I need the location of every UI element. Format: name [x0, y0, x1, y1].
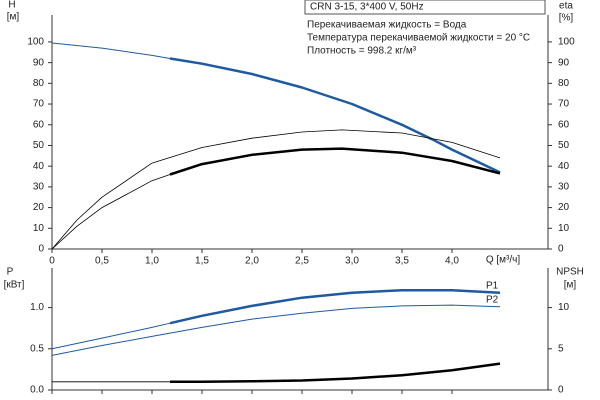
- y2-tick-label: 10: [558, 223, 570, 234]
- y2-tick-label: 60: [558, 119, 570, 130]
- curve: [169, 57, 501, 174]
- y2-tick-label: 20: [558, 202, 570, 213]
- curve-label: P1: [486, 280, 499, 291]
- y-tick-label: 0.5: [30, 343, 44, 354]
- y2-tick-label: 100: [558, 37, 575, 48]
- y-axis-unit: [кВт]: [4, 280, 25, 291]
- curve: [51, 42, 171, 59]
- y-tick-label: 100: [27, 37, 44, 48]
- y-tick-label: 20: [33, 202, 45, 213]
- y2-tick-label: 10: [558, 302, 570, 313]
- title-box: [304, 0, 546, 15]
- x-axis-label: Q [м³/ч]: [486, 255, 521, 266]
- y-tick-label: 50: [33, 140, 45, 151]
- y-tick-label: 30: [33, 182, 45, 193]
- y2-tick-label: 30: [558, 182, 570, 193]
- y2-tick-label: 80: [558, 78, 570, 89]
- y2-tick-label: 0: [558, 385, 564, 396]
- curve: [51, 304, 501, 356]
- curve: [51, 322, 171, 350]
- y-tick-label: 1.0: [30, 302, 44, 313]
- y2-tick-label: 0: [558, 244, 564, 255]
- y2-axis-label: eta: [559, 1, 573, 12]
- y-axis-label: H: [8, 0, 15, 11]
- y-tick-label: 10: [33, 223, 45, 234]
- y2-tick-label: 5: [558, 343, 564, 354]
- x-tick-label: 3,0: [345, 256, 359, 267]
- y2-axis-unit: [м]: [564, 280, 577, 291]
- x-tick-label: 1,5: [195, 256, 209, 267]
- x-tick-label: 2,0: [245, 256, 259, 267]
- annotation: Температура перекачиваемой жидкости = 20…: [307, 33, 530, 44]
- x-tick-label: 2,5: [295, 256, 309, 267]
- annotation: Плотность = 998.2 кг/м³: [307, 46, 417, 57]
- curve: [170, 362, 501, 384]
- y2-axis-label: NPSH: [556, 267, 584, 278]
- y-axis-unit: [м]: [7, 12, 20, 23]
- x-tick-label: 4,0: [445, 256, 459, 267]
- curve: [51, 129, 501, 250]
- annotation: Перекачиваемая жидкость = Вода: [307, 20, 467, 31]
- curve-label: P2: [486, 294, 499, 305]
- y2-tick-label: 90: [558, 57, 570, 68]
- y2-tick-label: 70: [558, 99, 570, 110]
- y-tick-label: 70: [33, 99, 45, 110]
- y-tick-label: 80: [33, 78, 45, 89]
- y-tick-label: 0: [38, 244, 44, 255]
- y-axis-label: P: [7, 267, 14, 278]
- x-tick-label: 0: [49, 256, 55, 267]
- curve: [169, 289, 501, 325]
- x-tick-label: 0,5: [95, 256, 109, 267]
- y-tick-label: 0.0: [30, 385, 44, 396]
- y2-axis-unit: [%]: [559, 13, 574, 24]
- curve: [51, 174, 171, 250]
- y-tick-label: 60: [33, 119, 45, 130]
- curve: [169, 147, 501, 176]
- x-tick-label: 1,0: [145, 256, 159, 267]
- x-tick-label: 3,5: [395, 256, 409, 267]
- y2-tick-label: 40: [558, 161, 570, 172]
- y-tick-label: 90: [33, 57, 45, 68]
- y-tick-label: 40: [33, 161, 45, 172]
- chart-title: CRN 3-15, 3*400 V, 50Hz: [310, 2, 424, 13]
- y2-tick-label: 50: [558, 140, 570, 151]
